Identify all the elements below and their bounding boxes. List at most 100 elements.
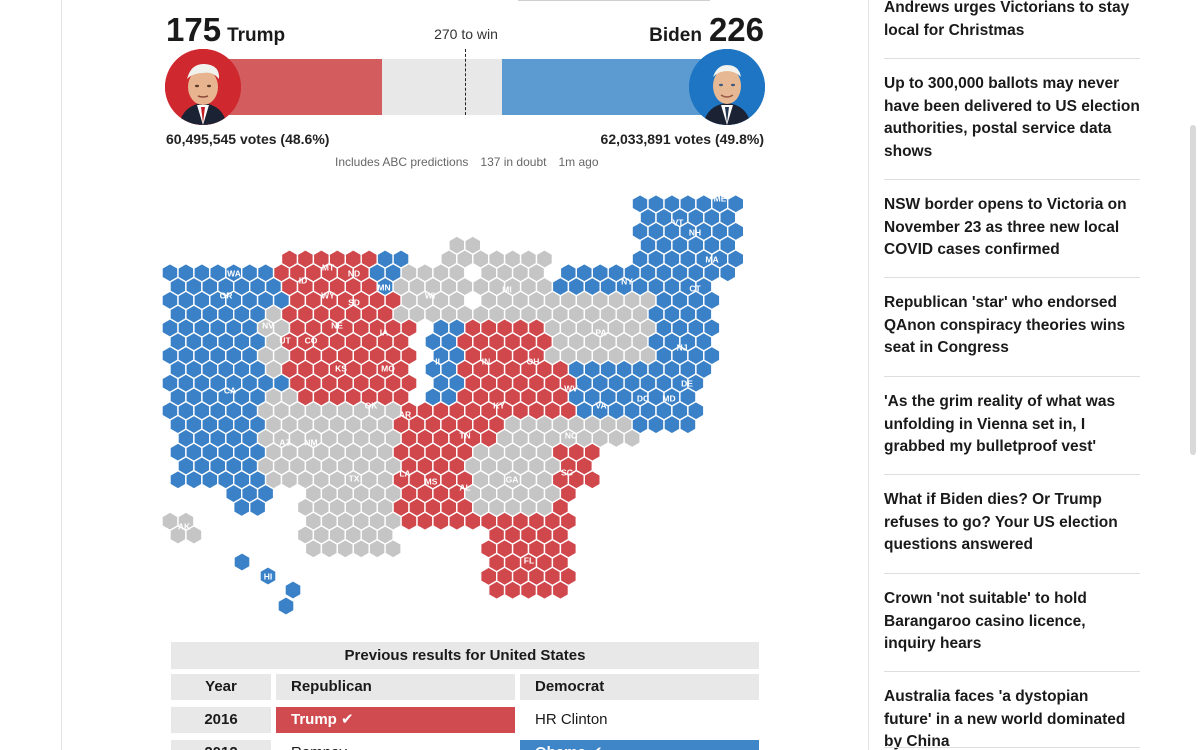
state-label: IA [380, 327, 389, 337]
page-scrollbar[interactable] [1190, 125, 1196, 455]
map-hex [607, 428, 625, 449]
page-left-border [61, 0, 62, 750]
map-hex [280, 469, 299, 490]
state-label: AR [399, 409, 411, 419]
story-link[interactable]: Up to 300,000 ballots may never have bee… [884, 75, 1140, 160]
story-divider [884, 573, 1140, 574]
story-divider [884, 179, 1140, 180]
map-hex [535, 580, 554, 601]
map-hex [201, 469, 219, 490]
biden-electoral-votes: 226 [708, 11, 764, 48]
state-label: SC [561, 467, 573, 477]
state-label: CO [305, 335, 318, 345]
result-2012-republican: Romney [276, 740, 515, 750]
map-hex [647, 414, 665, 435]
state-label: RI [738, 283, 747, 293]
state-label: MO [381, 363, 395, 373]
story-link[interactable]: Australia faces 'a dystopian future' in … [884, 688, 1126, 750]
state-label: NV [262, 320, 274, 330]
state-label: MT [322, 262, 335, 272]
map-hex [248, 497, 267, 518]
map-hex [663, 414, 681, 435]
state-label: OH [527, 356, 540, 366]
state-label: MI [502, 284, 511, 294]
year-column-header: Year [171, 674, 271, 700]
map-hex [284, 579, 302, 601]
state-label: AK [178, 521, 191, 531]
map-hex [583, 469, 601, 490]
map-hex [519, 580, 538, 601]
state-label: MS [425, 476, 438, 486]
trump-name: Trump [227, 25, 286, 46]
democrat-column-header: Democrat [520, 674, 759, 700]
state-label: MA [705, 254, 718, 264]
story-link[interactable]: Andrews urges Victorians to stay local f… [884, 0, 1130, 39]
map-hex [488, 580, 506, 601]
map-hex [185, 524, 203, 546]
state-label: HI [264, 571, 273, 581]
biden-tally: Biden 226 [649, 12, 764, 48]
state-label: UT [279, 335, 291, 345]
result-2012-democrat: Obama ✔ [520, 740, 759, 750]
republican-column-header: Republican [276, 674, 515, 700]
state-label: NC [565, 430, 577, 440]
state-label: AL [459, 482, 470, 492]
state-label: OR [220, 290, 233, 300]
trump-avatar [165, 49, 241, 125]
story-divider [884, 474, 1140, 475]
map-hex [352, 538, 370, 559]
state-label: WV [564, 383, 578, 393]
state-label: PA [595, 327, 606, 337]
results-meta: Includes ABC predictions 137 in doubt 1m… [335, 155, 611, 169]
year-2012: 2012 [171, 740, 271, 750]
state-label: ME [714, 193, 727, 203]
map-hex [232, 497, 251, 518]
state-label: AZ [279, 437, 290, 447]
map-hex [679, 414, 697, 435]
map-hex [185, 469, 203, 490]
us-hex-map[interactable]: ME VT NH WA MT ND MA OR ID WY SD MN WI MI NY CT RI NV NE UT… [160, 178, 770, 628]
state-label: LA [399, 468, 410, 478]
story-divider [884, 671, 1140, 672]
story-divider [884, 58, 1140, 59]
state-label: TN [459, 430, 470, 440]
trump-electoral-votes: 175 [166, 11, 222, 48]
map-hex [416, 511, 434, 532]
column-divider [868, 0, 869, 750]
state-label: ND [348, 268, 360, 278]
biden-popular-votes: 62,033,891 votes (49.8%) [600, 131, 764, 147]
state-label: DC [637, 393, 649, 403]
state-label: WY [321, 290, 335, 300]
year-2016: 2016 [171, 707, 271, 733]
state-label: NJ [677, 342, 688, 352]
story-link[interactable]: 'As the grim reality of what was unfoldi… [884, 393, 1116, 455]
map-hex [368, 538, 386, 559]
state-label: MN [377, 282, 390, 292]
map-hex [277, 595, 295, 617]
state-label: NY [621, 276, 633, 286]
state-label: NE [331, 320, 343, 330]
state-label: WA [227, 268, 241, 278]
state-label: WI [425, 290, 435, 300]
top-rule [518, 0, 710, 1]
biden-name: Biden [649, 25, 702, 46]
state-label: NM [304, 437, 317, 447]
state-label: VT [673, 217, 685, 227]
state-label: MD [662, 393, 675, 403]
map-hex [551, 580, 570, 601]
map-hex [448, 511, 466, 532]
state-label: KY [493, 400, 505, 410]
map-hex [503, 580, 522, 601]
story-link[interactable]: Crown 'not suitable' to hold Barangaroo … [884, 590, 1087, 652]
story-link[interactable]: Republican 'star' who endorsed QAnon con… [884, 294, 1126, 356]
story-link[interactable]: What if Biden dies? Or Trump refuses to … [884, 491, 1118, 553]
story-divider [884, 376, 1140, 377]
state-label: DE [681, 378, 693, 388]
map-hex [464, 511, 482, 532]
map-hex [304, 538, 323, 559]
state-label: SD [348, 297, 360, 307]
map-hex [336, 538, 355, 559]
story-link[interactable]: NSW border opens to Victoria on November… [884, 196, 1127, 258]
win-threshold-line [465, 49, 466, 115]
biden-avatar [689, 49, 765, 125]
